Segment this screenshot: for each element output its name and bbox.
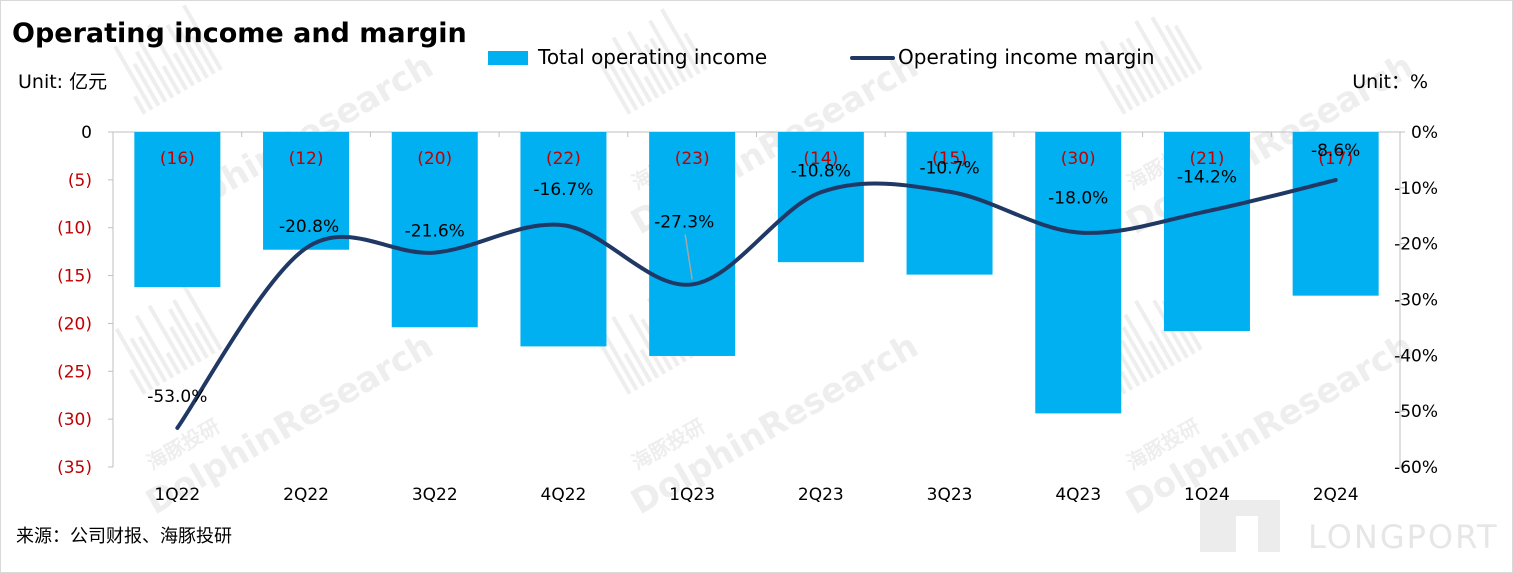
left-tick-label: (15) <box>57 267 92 287</box>
line-data-label: -53.0% <box>147 387 207 407</box>
category-label: 1Q22 <box>154 485 200 505</box>
watermark-bar <box>1164 56 1182 83</box>
bar <box>1035 132 1121 413</box>
left-tick-label: (30) <box>57 410 92 430</box>
right-tick-label: -30% <box>1394 291 1438 311</box>
line-data-label: -18.0% <box>1048 189 1108 209</box>
category-label: 1Q23 <box>669 485 715 505</box>
bar-data-label: (30) <box>1061 149 1096 169</box>
legend: Total operating income Operating income … <box>488 45 1155 69</box>
left-tick-label: (10) <box>57 219 92 239</box>
legend-bar-label: Total operating income <box>537 45 767 69</box>
bar-data-label: (21) <box>1189 149 1224 169</box>
right-tick-label: 0% <box>1411 123 1438 143</box>
category-label: 2Q22 <box>283 485 329 505</box>
left-tick-label: (5) <box>68 171 92 191</box>
watermark-bar <box>602 332 638 391</box>
watermark-bar <box>162 65 181 95</box>
category-label: 2Q24 <box>1313 485 1359 505</box>
line-data-label: -10.8% <box>791 161 851 181</box>
category-label: 2Q23 <box>798 485 844 505</box>
legend-bar-swatch <box>488 51 528 65</box>
chart-canvas: 海豚投研DolphinResearch海豚投研DolphinResearch海豚… <box>0 0 1513 573</box>
left-tick-label: (35) <box>57 458 92 478</box>
right-tick-label: -40% <box>1394 346 1438 366</box>
watermark-bar <box>1116 84 1134 111</box>
line-data-label: -27.3% <box>654 212 714 232</box>
line-data-label: -10.7% <box>919 159 979 179</box>
right-unit-label: Unit：% <box>1352 71 1428 93</box>
left-tick-label: (20) <box>57 314 92 334</box>
left-tick-label: 0 <box>81 123 92 143</box>
right-tick-label: -10% <box>1394 179 1438 199</box>
legend-line-label: Operating income margin <box>898 45 1155 69</box>
category-label: 4Q23 <box>1055 485 1101 505</box>
right-tick-label: -20% <box>1394 235 1438 255</box>
watermark-bar <box>172 299 209 359</box>
brand-logo-notch <box>1236 516 1258 552</box>
bar-data-label: (20) <box>417 149 452 169</box>
line-data-label: -16.7% <box>533 180 593 200</box>
category-label: 4Q22 <box>541 485 587 505</box>
category-label: 3Q22 <box>412 485 458 505</box>
bar-data-label: (23) <box>675 149 710 169</box>
watermark-en-text: DolphinResearch <box>1119 326 1420 523</box>
bar-data-label: (12) <box>289 149 324 169</box>
chart-title: Operating income and margin <box>12 18 467 49</box>
line-data-label: -14.2% <box>1177 167 1237 187</box>
line-data-label: -20.8% <box>279 217 339 237</box>
right-tick-label: -60% <box>1394 458 1438 478</box>
category-label: 3Q23 <box>927 485 973 505</box>
left-unit-label: Unit: 亿元 <box>18 71 107 93</box>
source-note: 来源：公司财报、海豚投研 <box>16 526 232 547</box>
left-tick-label: (25) <box>57 362 92 382</box>
line-data-label: -8.6% <box>1311 141 1360 161</box>
brand-logo-text: LONGPORT <box>1308 518 1499 556</box>
line-data-label: -21.6% <box>405 222 465 242</box>
right-tick-label: -50% <box>1394 402 1438 422</box>
brand-logo: LONGPORT <box>1200 500 1499 556</box>
bar-data-label: (16) <box>160 149 195 169</box>
bar-data-label: (22) <box>546 149 581 169</box>
